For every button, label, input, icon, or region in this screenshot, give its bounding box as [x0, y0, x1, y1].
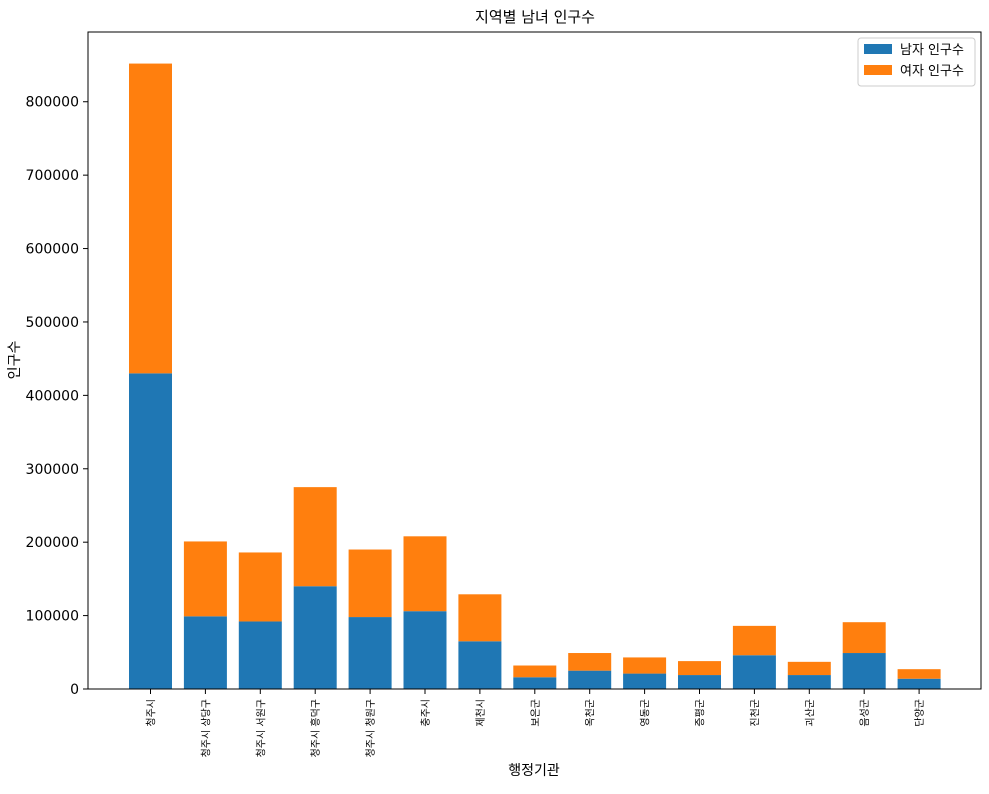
y-tick-label: 600000: [26, 242, 79, 258]
x-tick-label: 청주시 상당구: [200, 699, 212, 757]
bar-male-0: [129, 373, 172, 689]
bar-male-13: [842, 653, 886, 689]
y-tick-label: 400000: [26, 388, 79, 404]
bar-female-7: [513, 665, 557, 678]
legend-label-female: 여자 인구수: [900, 64, 964, 79]
y-axis-ticks: 0 100000 200000 300000 400000 500000 600000 700…: [26, 95, 88, 698]
bar-male-12: [787, 675, 831, 689]
x-tick-label: 영동군: [640, 699, 652, 727]
x-tick-label: 청주시 흥덕구: [309, 699, 322, 757]
bar-female-9: [623, 657, 667, 674]
bar-male-10: [678, 675, 721, 689]
bar-female-10: [678, 661, 721, 676]
bar-female-4: [348, 549, 392, 618]
legend: 남자 인구수 여자 인구수: [857, 37, 976, 87]
x-tick-label: 괴산군: [804, 699, 816, 727]
bar-female-12: [787, 661, 831, 676]
y-tick-label: 800000: [26, 95, 79, 111]
x-tick-label: 보은군: [530, 699, 542, 727]
x-tick-label: 음성군: [859, 699, 871, 727]
bar-female-6: [458, 594, 502, 642]
y-tick-label: 200000: [26, 535, 79, 551]
bar-female-1: [183, 541, 227, 617]
y-tick-label: 700000: [26, 168, 79, 184]
chart-title: 지역별 남녀 인구수: [475, 8, 595, 26]
plot-area-frame: [87, 31, 982, 690]
bar-female-2: [238, 552, 282, 622]
bars-layer: [129, 63, 941, 689]
bar-male-2: [238, 621, 282, 689]
bar-male-9: [623, 673, 667, 689]
bar-male-8: [568, 670, 612, 689]
y-tick-label: 100000: [26, 609, 79, 625]
y-axis-label: 인구수: [7, 341, 23, 380]
bar-female-13: [842, 622, 886, 654]
x-tick-label: 옥천군: [585, 699, 597, 727]
y-tick-label: 300000: [26, 462, 79, 478]
bar-male-6: [458, 641, 502, 689]
x-axis-label: 행정기관: [508, 763, 560, 779]
x-axis-ticks: 청주시 청주시 상당구 청주시 서원구 청주시 흥덕구 청주시 청원구 충주시 제천시 보은군…: [146, 689, 926, 757]
bar-male-5: [403, 611, 447, 689]
x-tick-label: 충주시: [420, 699, 432, 727]
bar-male-4: [348, 617, 392, 689]
x-tick-label: 진천군: [749, 699, 761, 727]
x-tick-label: 증평군: [695, 699, 707, 727]
legend-swatch-male: [864, 44, 892, 54]
x-tick-label: 단양군: [914, 699, 926, 727]
bar-male-7: [513, 677, 557, 689]
bar-male-3: [293, 586, 337, 689]
bar-female-5: [403, 536, 447, 612]
bar-male-1: [183, 616, 227, 689]
bar-female-14: [897, 669, 941, 679]
bar-male-11: [732, 655, 776, 689]
legend-label-male: 남자 인구수: [900, 43, 964, 58]
bar-female-0: [129, 63, 172, 374]
bar-female-8: [568, 653, 612, 671]
y-tick-label: 0: [70, 682, 79, 698]
y-tick-label: 500000: [26, 315, 79, 331]
x-tick-label: 청주시 청원구: [365, 699, 377, 757]
bar-female-11: [732, 625, 776, 656]
bar-male-14: [897, 678, 941, 689]
x-tick-label: 제천시: [475, 699, 487, 727]
x-tick-label: 청주시: [146, 699, 158, 727]
x-tick-label: 청주시 서원구: [255, 699, 267, 757]
legend-swatch-female: [864, 65, 892, 75]
bar-female-3: [293, 487, 337, 587]
